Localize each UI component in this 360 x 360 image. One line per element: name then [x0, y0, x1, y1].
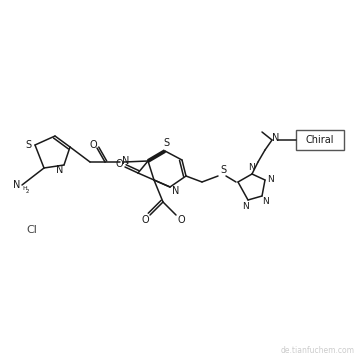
Text: S: S	[163, 138, 169, 148]
Text: N: N	[172, 186, 180, 196]
Text: H: H	[22, 186, 27, 191]
Text: N: N	[122, 156, 129, 166]
Text: O: O	[141, 215, 149, 225]
Text: de.tianfuchem.com: de.tianfuchem.com	[281, 346, 355, 355]
Text: N: N	[272, 133, 280, 143]
Text: O: O	[177, 215, 185, 225]
Text: N: N	[263, 197, 269, 206]
Text: O: O	[89, 140, 97, 150]
Text: O: O	[115, 159, 123, 169]
Text: N: N	[249, 162, 255, 171]
Text: N: N	[13, 180, 21, 190]
Text: N: N	[243, 202, 249, 211]
Text: 2: 2	[26, 189, 30, 194]
Text: Cl: Cl	[27, 225, 37, 235]
Text: N: N	[267, 175, 274, 184]
Text: S: S	[25, 140, 31, 150]
Text: S: S	[220, 165, 226, 175]
FancyBboxPatch shape	[296, 130, 344, 150]
Text: Chiral: Chiral	[306, 135, 334, 145]
Text: N: N	[56, 165, 64, 175]
